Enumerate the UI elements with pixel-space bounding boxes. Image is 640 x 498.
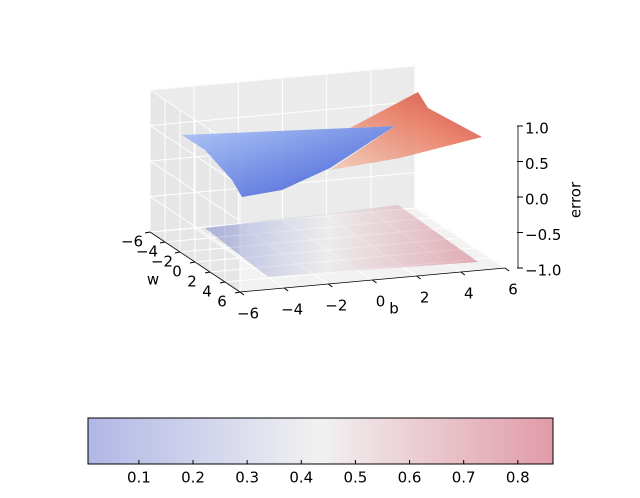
colorbar-tick-label: 0.7 xyxy=(452,469,476,487)
x-tick xyxy=(328,283,333,288)
y-tick-label: 6 xyxy=(217,293,227,311)
z-tick-label: 0.5 xyxy=(525,155,549,173)
y-tick-label: −6 xyxy=(121,233,143,251)
y-tick-label: −4 xyxy=(136,243,158,261)
colorbar-tick-label: 0.2 xyxy=(181,469,205,487)
x-tick xyxy=(416,275,421,280)
y-tick xyxy=(234,291,241,294)
x-tick xyxy=(372,279,377,284)
floor-contour xyxy=(205,205,478,277)
colorbar-tick-label: 0.5 xyxy=(343,469,367,487)
colorbar-tick-label: 0.3 xyxy=(235,469,259,487)
x-axis-line xyxy=(239,267,506,293)
y-tick xyxy=(219,281,226,284)
x-tick xyxy=(504,267,510,272)
y-axis-line xyxy=(149,231,241,293)
y-tick-label: 0 xyxy=(172,263,182,281)
colorbar-tick-label: 0.1 xyxy=(127,469,151,487)
y-tick xyxy=(204,271,211,274)
x-axis-label: b xyxy=(389,300,399,318)
y-tick-label: −2 xyxy=(151,253,173,271)
x-tick xyxy=(283,287,289,292)
grid-line xyxy=(149,65,416,91)
x-tick xyxy=(460,271,466,276)
surface-blue xyxy=(182,126,395,197)
z-tick-label: −1.0 xyxy=(525,262,561,280)
z-axis-label: error xyxy=(567,181,585,218)
y-axis-label: w xyxy=(147,271,159,289)
y-tick xyxy=(174,251,181,254)
y-tick-label: 4 xyxy=(202,283,212,301)
x-tick-label: 6 xyxy=(508,281,518,299)
colorbar-tick-label: 0.4 xyxy=(289,469,313,487)
y-tick xyxy=(189,261,196,264)
grid-line xyxy=(149,160,241,222)
y-tick xyxy=(159,241,166,244)
x-tick-label: 0 xyxy=(376,293,386,311)
colorbar-tick-label: 0.6 xyxy=(398,469,422,487)
x-tick-label: 4 xyxy=(464,285,474,303)
colorbar-tick-label: 0.8 xyxy=(506,469,530,487)
z-tick-label: −0.5 xyxy=(525,226,561,244)
y-tick-label: 2 xyxy=(187,273,197,291)
y-tick xyxy=(144,231,151,234)
surface-red xyxy=(330,92,482,170)
x-tick-label: −2 xyxy=(325,297,347,315)
grid-line xyxy=(149,101,416,126)
x-tick-label: 2 xyxy=(420,289,430,307)
x-tick-label: −6 xyxy=(237,305,259,323)
grid-line xyxy=(149,125,241,186)
grid-line xyxy=(149,196,241,257)
x-tick-label: −4 xyxy=(281,301,303,319)
x-tick xyxy=(239,291,245,296)
colorbar xyxy=(87,417,554,465)
z-tick-label: 0.0 xyxy=(525,191,549,209)
surface xyxy=(182,92,482,277)
z-tick-label: 1.0 xyxy=(525,120,549,138)
